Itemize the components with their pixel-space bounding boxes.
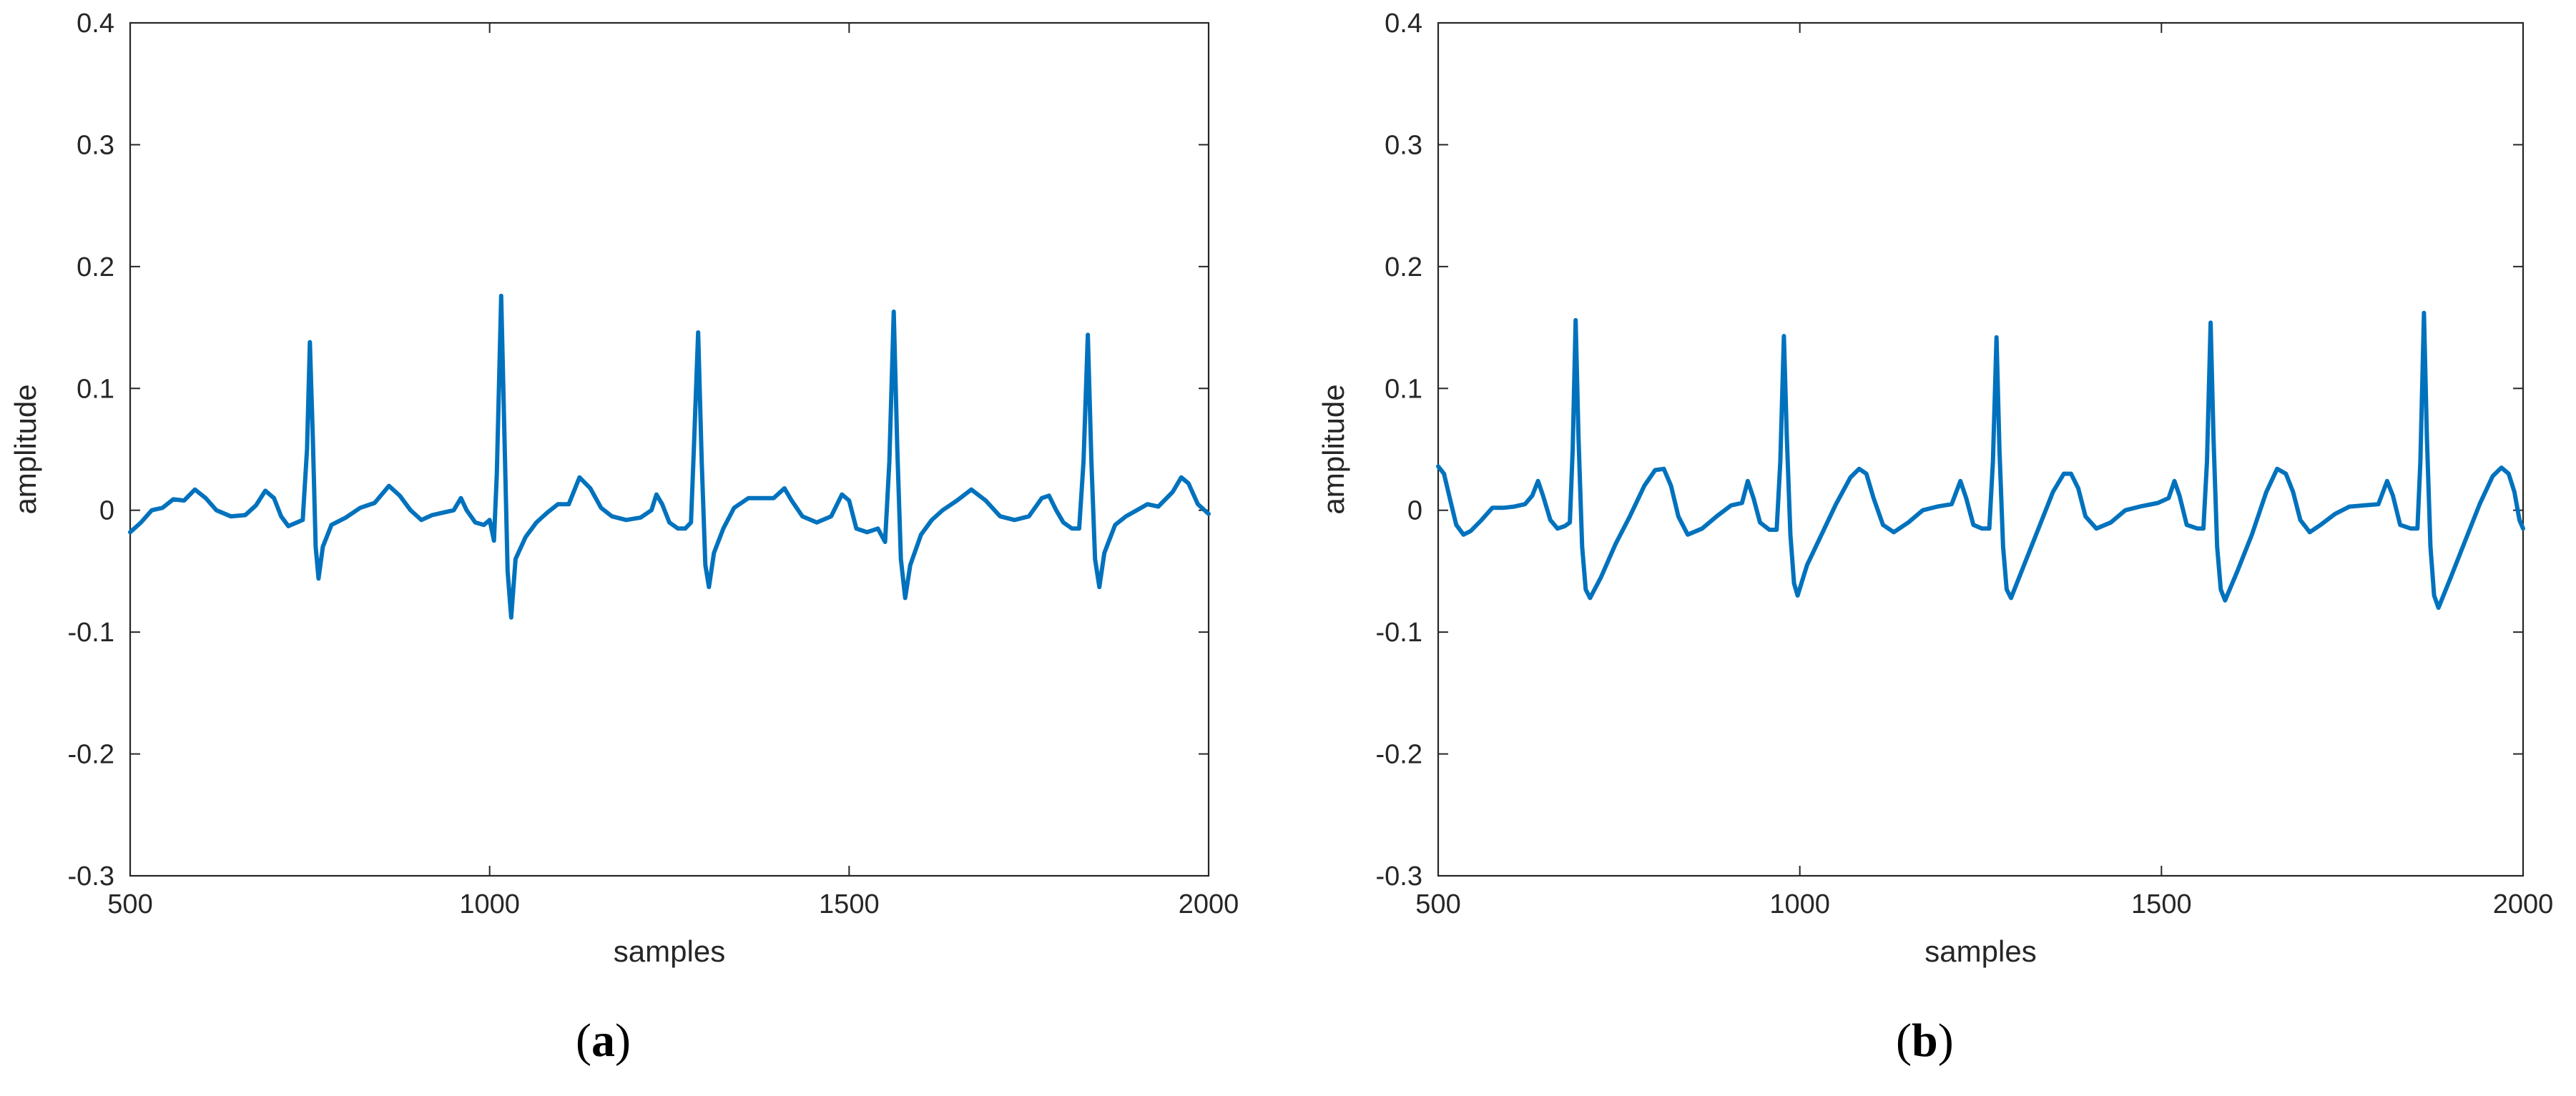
y-tick-label: -0.1: [1376, 618, 1422, 648]
y-tick-label: 0.1: [1385, 374, 1422, 404]
x-tick-label: 2000: [2493, 889, 2554, 919]
plot-frame: [129, 21, 1210, 877]
y-tick-label: -0.3: [1376, 862, 1422, 892]
y-tick-label: -0.1: [68, 618, 114, 648]
series-line-1: [1436, 310, 2525, 611]
y-tick-label: -0.3: [68, 862, 114, 892]
caption-b: (b): [1896, 1014, 1954, 1067]
caption-a: (a): [576, 1014, 631, 1067]
y-tick-label: 0: [1407, 496, 1422, 526]
x-tick-label: 1000: [1769, 889, 1830, 919]
caption-a-letter: a: [591, 1014, 615, 1067]
x-tick-label: 1500: [2131, 889, 2192, 919]
x-tick-label: 500: [107, 889, 152, 919]
x-tick-label: 1500: [819, 889, 880, 919]
x-axis-label: samples: [1924, 934, 2036, 968]
y-axis-label: amplitude: [9, 384, 42, 514]
y-tick-label: 0.2: [1385, 252, 1422, 282]
y-tick-label: -0.2: [1376, 740, 1422, 770]
x-axis-label: samples: [614, 934, 725, 968]
y-tick-label: 0.3: [77, 130, 114, 160]
chart-panel-a: -0.3 -0.2 -0.1 0 0.1 0.2 0.3 0.4 500 1000 1500 2000…: [9, 9, 1239, 968]
y-tick-label: 0.3: [1385, 130, 1422, 160]
y-tick-label: -0.2: [68, 740, 114, 770]
y-tick-label: 0.4: [77, 9, 114, 39]
plot-frame: [1437, 21, 2525, 877]
y-tick-label: 0.1: [77, 374, 114, 404]
x-tick-label: 1000: [459, 889, 520, 919]
y-tick-label: 0: [99, 496, 114, 526]
chart-panel-b: -0.3 -0.2 -0.1 0 0.1 0.2 0.3 0.4 500 1000 1500 2000…: [1317, 9, 2553, 968]
y-tick-label: 0.2: [77, 252, 114, 282]
caption-b-letter: b: [1911, 1014, 1938, 1067]
x-tick-label: 500: [1415, 889, 1460, 919]
y-axis-label: amplitude: [1317, 384, 1350, 514]
x-tick-label: 2000: [1179, 889, 1239, 919]
series-line-1: [128, 293, 1211, 620]
y-tick-label: 0.4: [1385, 9, 1422, 39]
